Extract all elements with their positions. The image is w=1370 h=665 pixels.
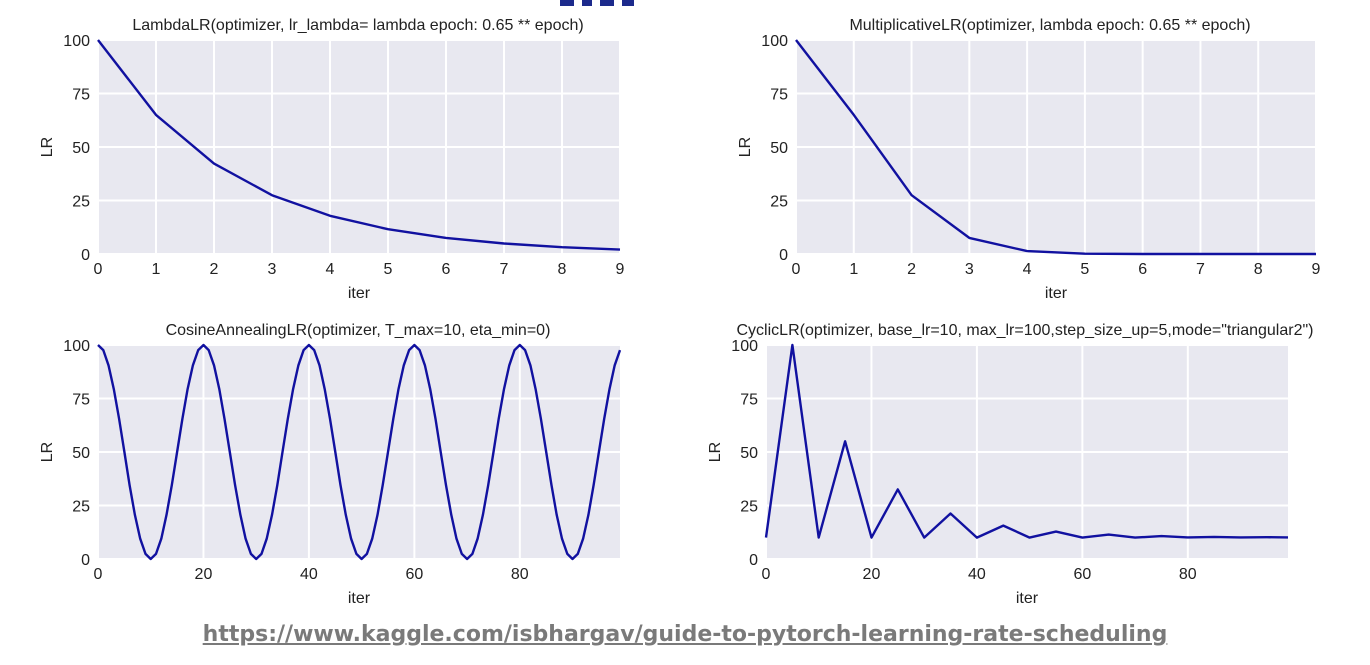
y-tick-label: 75 [770, 87, 788, 104]
y-tick-label: 100 [63, 33, 90, 50]
x-tick-label: 7 [1196, 261, 1205, 278]
x-tick-label: 20 [863, 566, 881, 583]
x-tick-label: 80 [1179, 566, 1197, 583]
y-axis-label: LR [39, 442, 56, 462]
x-tick-label: 0 [94, 566, 103, 583]
x-axis-label: iter [1045, 285, 1068, 302]
series-line [97, 39, 621, 251]
x-tick-label: 0 [762, 566, 771, 583]
charts-svg: 0 1 2 3 4 5 6 7 8 90255075100LambdaLR(optimizer, … [39, 17, 1321, 607]
x-tick-label: 6 [1138, 261, 1147, 278]
y-tick-label: 0 [779, 247, 788, 264]
chart-title: CosineAnnealingLR(optimizer, T_max=10, e… [166, 322, 551, 339]
y-tick-label: 75 [72, 87, 90, 104]
y-tick-label: 25 [72, 499, 90, 516]
y-tick-label: 100 [761, 33, 788, 50]
y-tick-label: 100 [731, 338, 758, 355]
x-tick-label: 60 [405, 566, 423, 583]
x-axis-label: iter [348, 285, 371, 302]
x-axis-label: iter [348, 590, 371, 607]
x-tick-label: 3 [965, 261, 974, 278]
x-tick-label: 1 [152, 261, 161, 278]
y-tick-label: 0 [749, 552, 758, 569]
series-line [764, 343, 1289, 539]
x-tick-label: 1 [849, 261, 858, 278]
y-axis-label: LR [707, 442, 724, 462]
x-tick-label: 9 [616, 261, 625, 278]
chart-panel-3: 0 20 40 60 80 0 25 50 75 100 CosineAnnealingLR(opt… [39, 322, 622, 607]
x-tick-label: 0 [792, 261, 801, 278]
y-tick-label: 100 [63, 338, 90, 355]
x-tick-label: 7 [500, 261, 509, 278]
x-tick-label: 5 [1080, 261, 1089, 278]
y-axis-label: LR [39, 137, 56, 157]
y-tick-label: 50 [740, 445, 758, 462]
x-tick-label: 40 [300, 566, 318, 583]
source-link[interactable]: https://www.kaggle.com/isbhargav/guide-t… [202, 622, 1168, 647]
x-tick-label: 2 [210, 261, 219, 278]
y-tick-label: 75 [740, 392, 758, 409]
series-line [97, 343, 622, 561]
chart-panel-2: 0 1 2 3 4 5 6 7 8 9 0 25 50 75 100 MultiplicativeLR(opt… [737, 17, 1321, 302]
y-tick-label: 25 [770, 194, 788, 211]
x-tick-label: 80 [511, 566, 529, 583]
y-tick-label: 50 [72, 140, 90, 157]
chart-title: CyclicLR(optimizer, base_lr=10, max_lr=1… [737, 322, 1314, 339]
x-tick-label: 20 [195, 566, 213, 583]
y-axis-label: LR [737, 137, 754, 157]
x-tick-label: 40 [968, 566, 986, 583]
x-tick-label: 5 [384, 261, 393, 278]
chart-title: MultiplicativeLR(optimizer, lambda epoch… [849, 17, 1250, 34]
x-tick-label: 2 [907, 261, 916, 278]
x-tick-label: 3 [268, 261, 277, 278]
y-tick-label: 25 [72, 194, 90, 211]
x-tick-label: 0 [94, 261, 103, 278]
cropped-heading-fragment [560, 0, 640, 6]
y-tick-label: 0 [81, 247, 90, 264]
x-tick-label: 6 [442, 261, 451, 278]
y-tick-label: 75 [72, 392, 90, 409]
series-line [795, 39, 1316, 256]
y-tick-label: 50 [72, 445, 90, 462]
chart-panel-1: 0 1 2 3 4 5 6 7 8 9 0 25 50 75 100 LambdaLR(optimizer, … [39, 17, 625, 302]
x-tick-label: 60 [1073, 566, 1091, 583]
y-tick-label: 50 [770, 140, 788, 157]
x-tick-label: 4 [326, 261, 335, 278]
x-tick-label: 8 [1254, 261, 1263, 278]
x-axis-label: iter [1016, 590, 1039, 607]
x-tick-label: 4 [1023, 261, 1032, 278]
x-tick-label: 8 [558, 261, 567, 278]
y-tick-label: 25 [740, 499, 758, 516]
x-tick-label: 9 [1312, 261, 1321, 278]
chart-title: LambdaLR(optimizer, lr_lambda= lambda ep… [132, 17, 583, 34]
y-tick-label: 0 [81, 552, 90, 569]
